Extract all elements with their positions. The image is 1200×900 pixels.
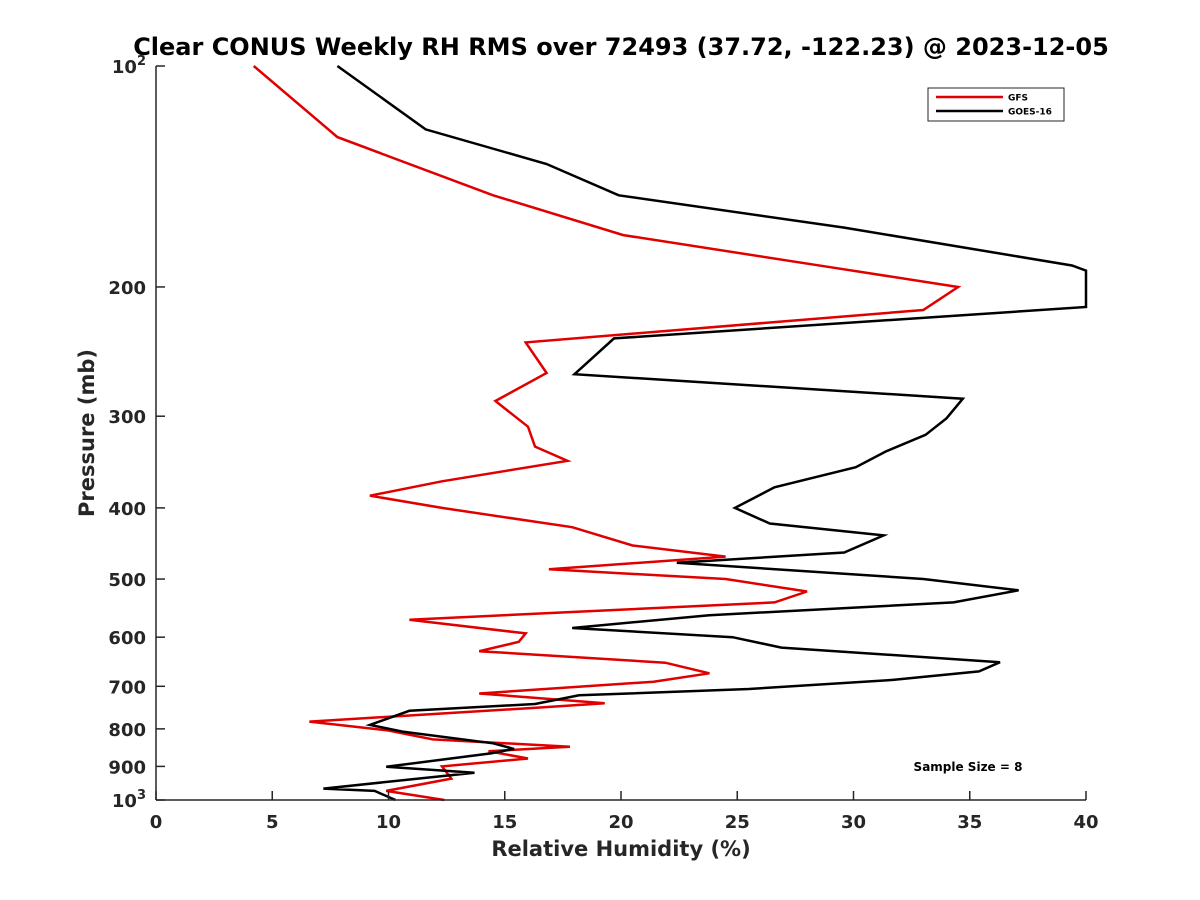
- y-tick-label: 200: [108, 278, 146, 299]
- y-tick-label: 300: [108, 407, 146, 428]
- x-tick-label: 10: [376, 812, 401, 833]
- y-axis-label: Pressure (mb): [75, 349, 99, 517]
- x-tick-label: 0: [150, 812, 163, 833]
- x-tick-label: 5: [266, 812, 279, 833]
- x-tick-label: 40: [1073, 812, 1098, 833]
- x-axis-ticks: 0 5 10 15 20 25 30 35 40: [150, 791, 1099, 833]
- y-tick-label: 800: [108, 720, 146, 741]
- series-line-goes-16: [323, 64, 1088, 802]
- x-tick-label: 35: [957, 812, 982, 833]
- legend-label: GOES-16: [1008, 108, 1052, 118]
- y-tick-label: 400: [108, 499, 146, 520]
- y-tick-label: 102: [112, 54, 146, 78]
- chart-title: Clear CONUS Weekly RH RMS over 72493 (37…: [133, 33, 1109, 61]
- x-axis-label: Relative Humidity (%): [491, 837, 750, 861]
- sample-size-annotation: Sample Size = 8: [914, 760, 1023, 774]
- y-tick-label: 500: [108, 570, 146, 591]
- series-line-gfs: [252, 65, 962, 802]
- plot-area: [252, 64, 1088, 802]
- y-axis-ticks: 102 200 300 400 500 600 700 800 900 103: [108, 54, 165, 812]
- x-tick-label: 20: [608, 812, 633, 833]
- x-tick-label: 15: [492, 812, 517, 833]
- y-tick-label: 900: [108, 757, 146, 778]
- x-tick-label: 30: [841, 812, 866, 833]
- y-tick-label: 600: [108, 628, 146, 649]
- axes: [155, 66, 1086, 801]
- x-tick-label: 25: [725, 812, 750, 833]
- y-tick-label: 103: [112, 788, 146, 812]
- legend-label: GFS: [1008, 94, 1028, 104]
- legend: GFS GOES-16: [927, 87, 1065, 122]
- y-tick-label: 700: [108, 677, 146, 698]
- legend-box: [927, 87, 1065, 122]
